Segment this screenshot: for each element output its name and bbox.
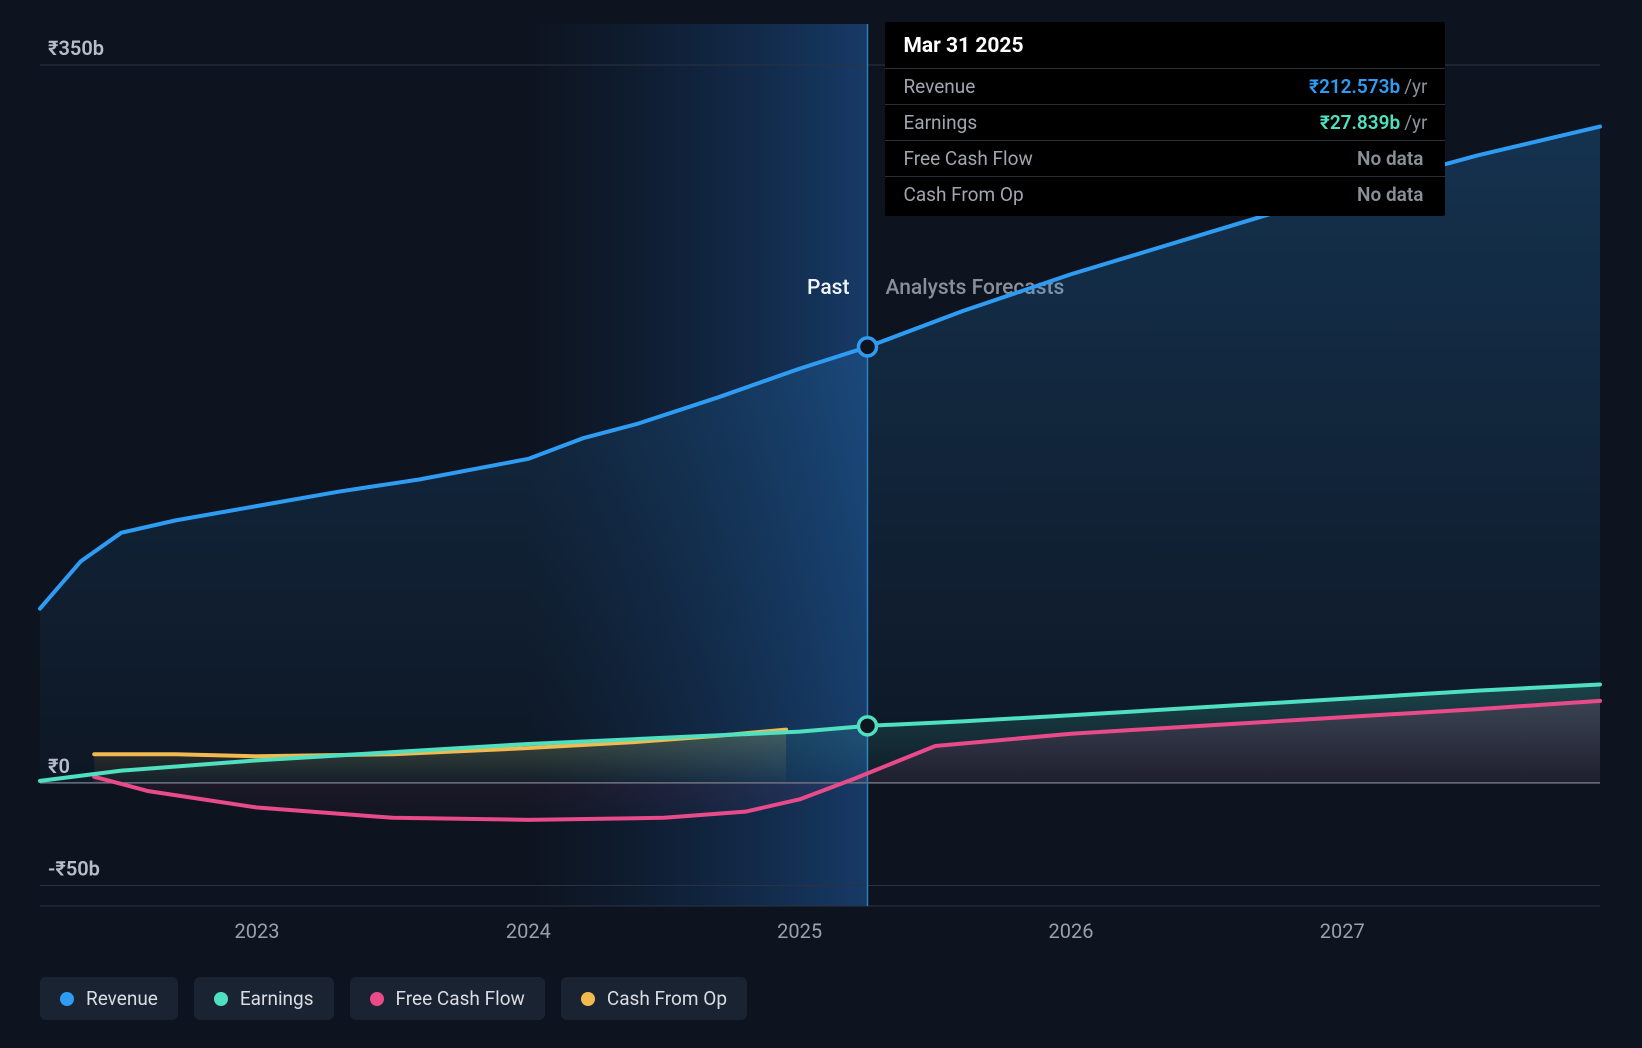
legend-label: Free Cash Flow: [396, 987, 525, 1010]
financial-chart[interactable]: ₹350b₹0-₹50b20232024202520262027PastAnal…: [0, 0, 1642, 1048]
tooltip-row-label: Cash From Op: [903, 183, 1023, 206]
legend-dot-icon: [370, 992, 384, 1006]
tooltip-row-label: Free Cash Flow: [903, 147, 1032, 170]
tooltip-row: Cash From Op No data: [885, 176, 1445, 212]
tooltip-row: Earnings ₹27.839b/yr: [885, 104, 1445, 140]
y-tick-label: -₹50b: [48, 856, 100, 880]
legend-label: Revenue: [86, 987, 158, 1010]
legend-label: Earnings: [240, 987, 314, 1010]
legend-label: Cash From Op: [607, 987, 727, 1010]
x-tick-label: 2027: [1320, 919, 1365, 943]
tooltip-row: Revenue ₹212.573b/yr: [885, 68, 1445, 104]
tooltip-row-value: ₹212.573b/yr: [1309, 75, 1427, 98]
tooltip-row-value: ₹27.839b/yr: [1320, 111, 1428, 134]
tooltip-row-value: No data: [1357, 183, 1427, 206]
legend-item-earnings[interactable]: Earnings: [194, 977, 334, 1020]
legend-item-cfo[interactable]: Cash From Op: [561, 977, 747, 1020]
x-tick-label: 2026: [1048, 919, 1093, 943]
y-tick-label: ₹350b: [48, 36, 104, 60]
marker-revenue: [858, 338, 876, 356]
legend-item-revenue[interactable]: Revenue: [40, 977, 178, 1020]
tooltip-title: Mar 31 2025: [885, 22, 1445, 68]
tooltip-row-label: Revenue: [903, 75, 975, 98]
legend-dot-icon: [60, 992, 74, 1006]
past-label: Past: [807, 276, 849, 300]
chart-tooltip: Mar 31 2025 Revenue ₹212.573b/yr Earning…: [885, 22, 1445, 216]
legend-dot-icon: [214, 992, 228, 1006]
marker-earnings: [858, 717, 876, 735]
tooltip-row: Free Cash Flow No data: [885, 140, 1445, 176]
legend-item-fcf[interactable]: Free Cash Flow: [350, 977, 545, 1020]
tooltip-row-label: Earnings: [903, 111, 977, 134]
x-tick-label: 2025: [777, 919, 822, 943]
chart-legend: Revenue Earnings Free Cash Flow Cash From O…: [40, 977, 747, 1020]
tooltip-row-value: No data: [1357, 147, 1427, 170]
legend-dot-icon: [581, 992, 595, 1006]
x-tick-label: 2024: [506, 919, 551, 943]
x-tick-label: 2023: [235, 919, 280, 943]
